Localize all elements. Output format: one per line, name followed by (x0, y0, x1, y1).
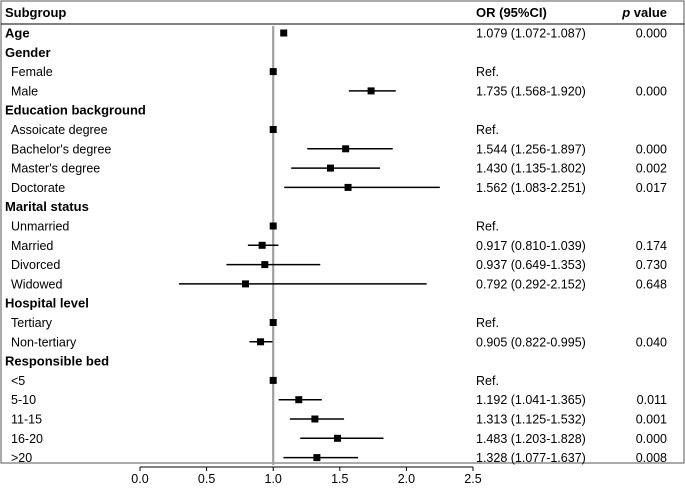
group-label: Gender (5, 45, 51, 60)
point-estimate (295, 396, 303, 404)
x-tick-label: 1.0 (265, 472, 282, 486)
group-label: Age (5, 26, 30, 41)
header-p-suffix: value (630, 5, 667, 20)
group-label: Education background (5, 103, 146, 118)
row-label: Tertiary (11, 316, 53, 330)
x-tick-label: 2.0 (398, 472, 415, 486)
row-label: Married (11, 239, 53, 253)
p-value: 0.017 (636, 181, 667, 195)
or-ci-value: Ref. (476, 374, 499, 388)
or-ci-value: 1.430 (1.135-1.802) (476, 162, 586, 176)
point-estimate (269, 68, 277, 76)
or-ci-value: 1.544 (1.256-1.897) (476, 142, 586, 156)
or-ci-value: 1.192 (1.041-1.365) (476, 393, 586, 407)
or-ci-value: 0.917 (0.810-1.039) (476, 239, 586, 253)
x-axis: 0.0 0.5 1.0 1.5 2.0 2.5 (131, 466, 482, 486)
point-estimate (313, 454, 321, 462)
point-estimate (261, 261, 269, 269)
point-estimate (280, 29, 288, 37)
point-estimate (269, 376, 277, 384)
p-value: 0.000 (636, 84, 667, 98)
point-estimate (269, 126, 277, 133)
plot-border (0, 0, 685, 464)
header-p-italic: p (621, 5, 630, 20)
row-label: Divorced (11, 258, 60, 272)
or-ci-value: 1.328 (1.077-1.637) (476, 451, 586, 465)
p-value: 0.730 (636, 258, 667, 272)
or-ci-value: Ref. (476, 123, 499, 137)
header-subgroup: Subgroup (5, 5, 66, 20)
p-value: 0.011 (637, 393, 667, 407)
x-tick-label: 2.5 (464, 472, 481, 486)
group-label: Responsible bed (5, 354, 109, 369)
or-ci-value: 0.937 (0.649-1.353) (476, 258, 586, 272)
p-value: 0.008 (636, 451, 667, 465)
group-label: Marital status (5, 199, 89, 214)
or-ci-value: 1.313 (1.125-1.532) (476, 413, 586, 427)
or-ci-value: Ref. (476, 316, 499, 330)
point-estimate (269, 319, 277, 326)
point-estimate (342, 145, 350, 153)
row-label: 16-20 (11, 432, 43, 446)
point-estimate (241, 280, 249, 288)
or-ci-value: 1.079 (1.072-1.087) (476, 27, 586, 41)
p-value: 0.002 (636, 162, 667, 176)
point-estimate (257, 338, 265, 346)
row-label: Non-tertiary (11, 335, 77, 349)
x-tick-label: 0.5 (198, 472, 215, 486)
point-estimate (326, 164, 334, 172)
point-estimate (344, 183, 352, 191)
row-label: Doctorate (11, 181, 65, 195)
x-tick-label: 1.5 (331, 472, 348, 486)
row-label: Female (11, 65, 53, 79)
header-p-value: p value (621, 5, 667, 20)
row-label: Unmarried (11, 220, 69, 234)
or-ci-value: Ref. (476, 65, 499, 79)
or-ci-value: 0.905 (0.822-0.995) (476, 335, 586, 349)
point-estimate (269, 222, 277, 230)
header-or: OR (95%CI) (476, 5, 547, 20)
point-estimate (258, 241, 266, 249)
row-label: Master's degree (11, 162, 100, 176)
or-ci-value: 1.483 (1.203-1.828) (476, 432, 586, 446)
row-label: Male (11, 84, 38, 98)
p-value: 0.648 (636, 277, 667, 291)
row-label: Widowed (11, 277, 62, 291)
row-label: 11-15 (11, 413, 42, 427)
table-rows: Age 1.079 (1.072-1.087) 0.000 Gender Female R… (5, 26, 667, 466)
row-label: Bachelor's degree (11, 142, 111, 156)
x-tick-label: 0.0 (131, 472, 148, 486)
row-label: >20 (11, 451, 32, 465)
point-estimate (311, 415, 319, 423)
or-ci-value: Ref. (476, 220, 499, 234)
group-label: Hospital level (5, 296, 89, 311)
row-label: 5-10 (11, 393, 36, 407)
point-estimate (367, 87, 375, 95)
or-ci-value: 1.562 (1.083-2.251) (476, 181, 586, 195)
p-value: 0.174 (636, 239, 667, 253)
point-estimate (334, 434, 342, 442)
p-value: 0.000 (636, 432, 667, 446)
row-label: Assoicate degree (11, 123, 108, 137)
p-value: 0.040 (636, 335, 667, 349)
chart-marks (178, 29, 440, 462)
or-ci-value: 1.735 (1.568-1.920) (476, 84, 586, 98)
p-value: 0.000 (636, 142, 667, 156)
row-label: <5 (11, 374, 25, 388)
or-ci-value: 0.792 (0.292-2.152) (476, 277, 586, 291)
p-value: 0.001 (636, 413, 667, 427)
p-value: 0.000 (636, 27, 667, 41)
